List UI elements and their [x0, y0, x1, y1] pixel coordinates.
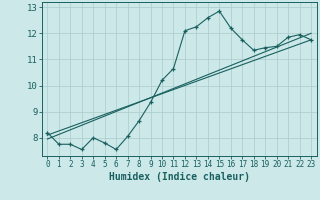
X-axis label: Humidex (Indice chaleur): Humidex (Indice chaleur)	[109, 172, 250, 182]
